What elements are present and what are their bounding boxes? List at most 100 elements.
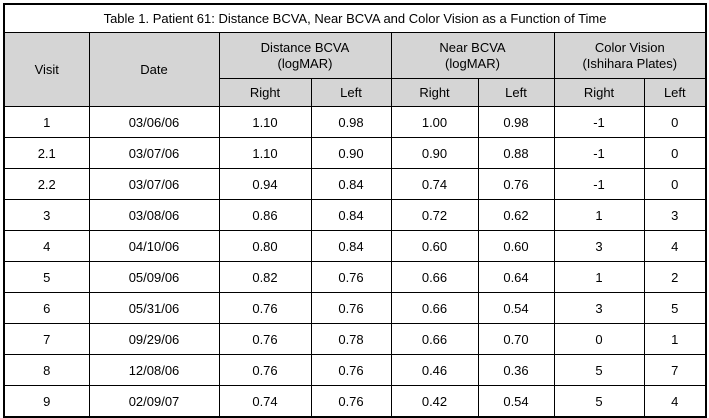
- group-header-color-line2: (Ishihara Plates): [582, 55, 678, 71]
- cell-distance-left: 0.90: [310, 137, 392, 169]
- cell-near-right: 0.66: [390, 323, 479, 355]
- cell-date: 03/06/06: [88, 106, 220, 138]
- cell-visit: 5: [3, 261, 90, 293]
- group-header-color-vision: Color Vision (Ishihara Plates): [553, 32, 707, 79]
- table-body: 1 03/06/06 1.10 0.98 1.00 0.98 -1 0 2.1 …: [3, 106, 707, 418]
- cell-distance-left: 0.84: [310, 199, 392, 231]
- header-sub-row: Right Left Right Left Right Left: [4, 78, 707, 107]
- cell-color-right: -1: [553, 137, 645, 169]
- cell-near-left: 0.36: [477, 354, 555, 386]
- cell-color-right: 3: [553, 292, 645, 324]
- subheader-distance-left: Left: [310, 78, 392, 107]
- group-header-distance-bcva: Distance BCVA (logMAR): [218, 32, 392, 79]
- cell-date: 03/07/06: [88, 168, 220, 200]
- table-title: Table 1. Patient 61: Distance BCVA, Near…: [3, 3, 707, 33]
- group-header-near-line2: (logMAR): [445, 55, 500, 71]
- cell-visit: 6: [3, 292, 90, 324]
- subheader-color-left: Left: [643, 78, 707, 107]
- table-row: 9 02/09/07 0.74 0.76 0.42 0.54 5 4: [3, 385, 707, 418]
- cell-color-right: 0: [553, 323, 645, 355]
- cell-visit: 3: [3, 199, 90, 231]
- cell-color-right: 3: [553, 230, 645, 262]
- subheader-distance-right: Right: [218, 78, 312, 107]
- cell-color-left: 1: [643, 323, 707, 355]
- cell-date: 03/08/06: [88, 199, 220, 231]
- column-header-date: Date: [88, 32, 220, 107]
- table-row: 4 04/10/06 0.80 0.84 0.60 0.60 3 4: [3, 230, 707, 262]
- cell-distance-right: 0.94: [218, 168, 312, 200]
- title-row: Table 1. Patient 61: Distance BCVA, Near…: [3, 3, 707, 33]
- cell-date: 12/08/06: [88, 354, 220, 386]
- cell-color-left: 4: [643, 230, 707, 262]
- cell-near-left: 0.64: [477, 261, 555, 293]
- table-row: 5 05/09/06 0.82 0.76 0.66 0.64 1 2: [3, 261, 707, 293]
- cell-near-left: 0.60: [477, 230, 555, 262]
- subheader-near-right: Right: [390, 78, 479, 107]
- cell-distance-left: 0.76: [310, 385, 392, 418]
- table-row: 1 03/06/06 1.10 0.98 1.00 0.98 -1 0: [3, 106, 707, 138]
- cell-visit: 1: [3, 106, 90, 138]
- group-header-distance-line1: Distance BCVA: [260, 39, 350, 55]
- cell-color-left: 0: [643, 106, 707, 138]
- cell-color-right: 1: [553, 199, 645, 231]
- cell-distance-left: 0.84: [310, 168, 392, 200]
- cell-color-right: 5: [553, 354, 645, 386]
- cell-color-left: 0: [643, 168, 707, 200]
- cell-near-right: 0.46: [390, 354, 479, 386]
- cell-date: 02/09/07: [88, 385, 220, 418]
- table-row: 8 12/08/06 0.76 0.76 0.46 0.36 5 7: [3, 354, 707, 386]
- cell-distance-left: 0.76: [310, 354, 392, 386]
- table-row: 2.2 03/07/06 0.94 0.84 0.74 0.76 -1 0: [3, 168, 707, 200]
- column-header-visit: Visit: [3, 32, 90, 107]
- cell-color-left: 4: [643, 385, 707, 418]
- cell-color-right: -1: [553, 168, 645, 200]
- cell-near-left: 0.98: [477, 106, 555, 138]
- cell-distance-right: 0.76: [218, 292, 312, 324]
- cell-distance-left: 0.76: [310, 261, 392, 293]
- cell-near-right: 0.60: [390, 230, 479, 262]
- cell-distance-right: 0.80: [218, 230, 312, 262]
- group-header-color-line1: Color Vision: [594, 39, 665, 55]
- subheader-near-left: Left: [477, 78, 555, 107]
- cell-date: 09/29/06: [88, 323, 220, 355]
- cell-distance-right: 1.10: [218, 137, 312, 169]
- table-row: 2.1 03/07/06 1.10 0.90 0.90 0.88 -1 0: [3, 137, 707, 169]
- cell-color-left: 5: [643, 292, 707, 324]
- cell-date: 05/09/06: [88, 261, 220, 293]
- cell-near-left: 0.76: [477, 168, 555, 200]
- cell-distance-left: 0.84: [310, 230, 392, 262]
- group-header-near-line1: Near BCVA: [439, 39, 506, 55]
- cell-color-left: 2: [643, 261, 707, 293]
- cell-near-right: 0.90: [390, 137, 479, 169]
- cell-color-left: 7: [643, 354, 707, 386]
- subheader-color-right: Right: [553, 78, 645, 107]
- cell-color-right: 1: [553, 261, 645, 293]
- cell-visit: 4: [3, 230, 90, 262]
- cell-visit: 7: [3, 323, 90, 355]
- cell-near-left: 0.54: [477, 385, 555, 418]
- cell-visit: 2.2: [3, 168, 90, 200]
- cell-visit: 8: [3, 354, 90, 386]
- cell-near-right: 0.66: [390, 292, 479, 324]
- table-row: 6 05/31/06 0.76 0.76 0.66 0.54 3 5: [3, 292, 707, 324]
- cell-near-right: 0.66: [390, 261, 479, 293]
- cell-date: 05/31/06: [88, 292, 220, 324]
- cell-color-right: -1: [553, 106, 645, 138]
- cell-color-right: 5: [553, 385, 645, 418]
- cell-near-left: 0.88: [477, 137, 555, 169]
- cell-distance-left: 0.98: [310, 106, 392, 138]
- cell-distance-left: 0.76: [310, 292, 392, 324]
- cell-distance-right: 0.86: [218, 199, 312, 231]
- cell-distance-right: 0.82: [218, 261, 312, 293]
- cell-near-right: 0.72: [390, 199, 479, 231]
- cell-near-left: 0.70: [477, 323, 555, 355]
- cell-distance-right: 1.10: [218, 106, 312, 138]
- cell-near-left: 0.54: [477, 292, 555, 324]
- cell-distance-right: 0.74: [218, 385, 312, 418]
- group-header-distance-line2: (logMAR): [277, 55, 333, 71]
- cell-date: 04/10/06: [88, 230, 220, 262]
- table-row: 3 03/08/06 0.86 0.84 0.72 0.62 1 3: [3, 199, 707, 231]
- header-group-row: Visit Date Distance BCVA (logMAR) Near B…: [3, 32, 707, 107]
- cell-visit: 9: [3, 385, 90, 418]
